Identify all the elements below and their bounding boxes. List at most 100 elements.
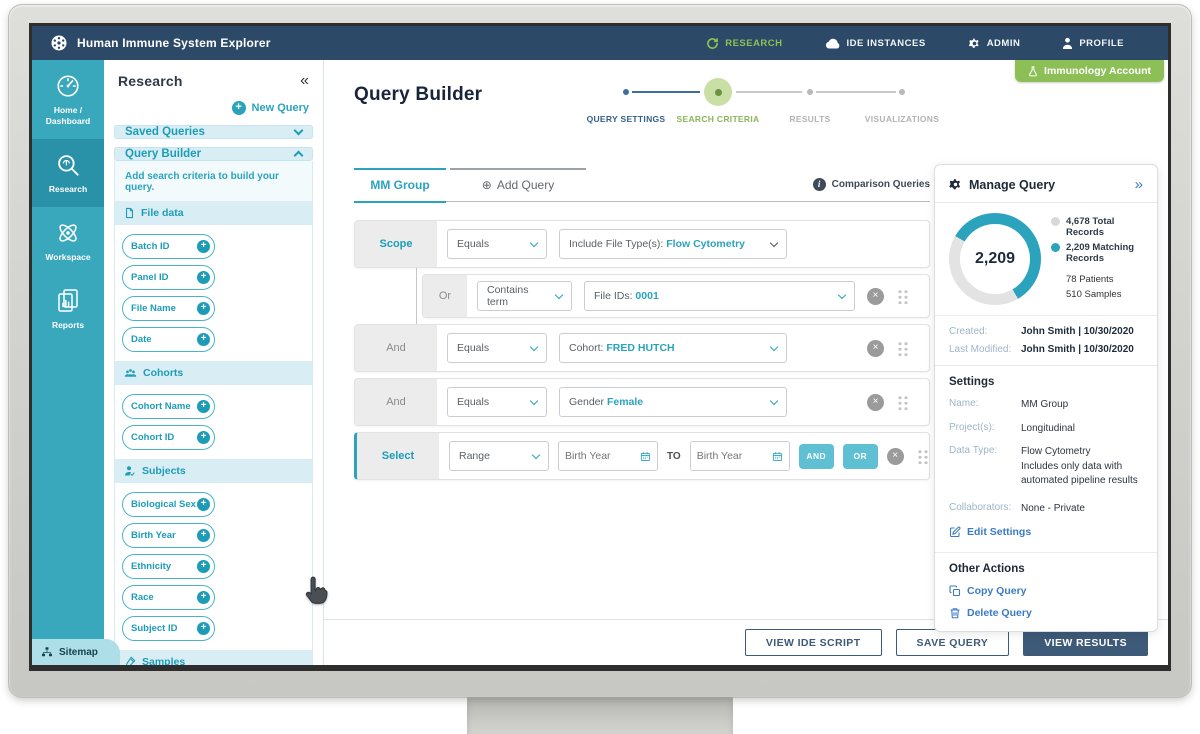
stepper-line [736, 91, 802, 93]
samples-count: 510 Samples [1066, 289, 1122, 300]
step-circle-search-criteria[interactable] [704, 78, 732, 106]
delete-query-link[interactable]: Delete Query [949, 607, 1143, 619]
criteria-row-and-1: And Equals Cohort: FRED HUTCH × [354, 324, 930, 372]
birth-year-from-field[interactable] [558, 441, 658, 471]
nav-ide-instances[interactable]: IDE INSTANCES [825, 38, 926, 49]
section-cohorts[interactable]: Cohorts [115, 361, 312, 385]
plus-circle-icon[interactable]: + [197, 622, 210, 635]
expand-panel-icon[interactable]: » [1134, 176, 1143, 193]
sidebar-item-home-dashboard[interactable]: Home / Dashboard [32, 60, 104, 139]
manage-query-panel: Manage Query » 2,209 4,678 Total Records… [934, 164, 1158, 632]
operator-select[interactable]: Equals [447, 229, 547, 259]
value-select[interactable]: Include File Type(s): Flow Cytometry [559, 229, 787, 259]
refresh-icon [707, 37, 719, 49]
value-select[interactable]: Gender Female [559, 387, 787, 417]
sitemap-button[interactable]: Sitemap [32, 639, 120, 665]
section-subjects[interactable]: Subjects [115, 459, 312, 483]
value-select[interactable]: File IDs: 0001 [584, 281, 855, 311]
plus-circle-icon: + [231, 101, 246, 115]
calendar-icon[interactable] [772, 450, 783, 463]
nav-admin[interactable]: ADMIN [968, 37, 1021, 50]
edit-settings-link[interactable]: Edit Settings [949, 526, 1143, 538]
step-label-query-settings[interactable]: QUERY SETTINGS [586, 114, 666, 124]
drag-handle[interactable] [897, 288, 909, 304]
plus-circle-icon[interactable]: + [197, 400, 210, 413]
plus-circle-icon[interactable]: + [197, 431, 210, 444]
step-label-visualizations[interactable]: VISUALIZATIONS [864, 114, 940, 124]
operator-select[interactable]: Equals [447, 387, 547, 417]
query-area: MM Group ⊕ Add Query i Comparison Querie… [354, 168, 930, 486]
criteria-chip-file-name[interactable]: File Name + [122, 296, 215, 321]
sidebar-item-research[interactable]: Research [32, 139, 104, 208]
section-samples[interactable]: Samples [115, 650, 312, 665]
criteria-chip-biological-sex[interactable]: Biological Sex + [122, 492, 215, 517]
view-results-button[interactable]: VIEW RESULTS [1023, 629, 1148, 656]
query-builder-accordion[interactable]: Query Builder [114, 147, 313, 161]
patients-count: 78 Patients [1066, 273, 1114, 285]
plus-circle-icon[interactable]: + [197, 591, 210, 604]
operator-select[interactable]: Range [449, 441, 549, 471]
cloud-icon [825, 38, 839, 48]
copy-query-link[interactable]: Copy Query [949, 585, 1143, 597]
flask-icon [1029, 65, 1037, 76]
criteria-chip-cohort-name[interactable]: Cohort Name + [122, 394, 215, 419]
chevron-down-icon [554, 290, 564, 299]
step-dot-visualizations[interactable] [899, 89, 905, 95]
drag-handle[interactable] [897, 394, 909, 410]
settings-title: Settings [949, 376, 995, 388]
row-connector-label: And [355, 379, 437, 425]
plus-circle-icon[interactable]: + [197, 529, 210, 542]
section-file-data[interactable]: File data [115, 201, 312, 225]
plus-circle-icon[interactable]: + [197, 498, 210, 511]
collapse-panel-icon[interactable]: « [300, 72, 309, 89]
operator-select[interactable]: Equals [447, 333, 547, 363]
criteria-chip-cohort-id[interactable]: Cohort ID + [122, 425, 215, 450]
plus-circle-icon[interactable]: + [197, 302, 210, 315]
tab-add-query[interactable]: ⊕ Add Query [450, 168, 586, 201]
plus-circle-icon[interactable]: + [197, 333, 210, 346]
step-label-search-criteria[interactable]: SEARCH CRITERIA [676, 114, 760, 124]
save-query-button[interactable]: SAVE QUERY [895, 629, 1010, 656]
step-label-results[interactable]: RESULTS [789, 114, 831, 124]
sidebar-item-reports[interactable]: Reports [32, 275, 104, 343]
comparison-queries-link[interactable]: i Comparison Queries [812, 178, 930, 191]
criteria-chip-subject-id[interactable]: Subject ID + [122, 616, 215, 641]
plus-circle-icon[interactable]: + [197, 271, 210, 284]
chevron-down-icon [529, 238, 539, 247]
remove-row-button[interactable]: × [867, 287, 884, 305]
view-ide-script-button[interactable]: VIEW IDE SCRIPT [744, 629, 882, 656]
criteria-chip-race[interactable]: Race + [122, 585, 215, 610]
step-dot-query-settings[interactable] [623, 89, 629, 95]
criteria-chip-panel-id[interactable]: Panel ID + [122, 265, 215, 290]
remove-row-button[interactable]: × [867, 339, 884, 357]
drag-handle[interactable] [897, 340, 909, 356]
remove-row-button[interactable]: × [886, 447, 904, 465]
modified-value: John Smith | 10/30/2020 [1021, 344, 1134, 355]
nav-research[interactable]: RESEARCH [706, 37, 782, 50]
or-operator-button[interactable]: OR [842, 443, 878, 469]
remove-row-button[interactable]: × [867, 393, 884, 411]
birth-year-from-input[interactable] [565, 450, 637, 462]
birth-year-to-input[interactable] [696, 450, 768, 462]
plus-circle-icon[interactable]: + [197, 240, 210, 253]
operator-select[interactable]: Contains term [477, 281, 572, 311]
and-operator-button[interactable]: AND [798, 443, 834, 469]
criteria-chip-ethnicity[interactable]: Ethnicity + [122, 554, 215, 579]
value-select[interactable]: Cohort: FRED HUTCH [559, 333, 787, 363]
criteria-chip-date[interactable]: Date + [122, 327, 215, 352]
birth-year-to-field[interactable] [689, 441, 790, 471]
drag-handle[interactable] [916, 448, 929, 464]
account-badge[interactable]: Immunology Account [1015, 60, 1164, 82]
helper-text: Add search criteria to build your query. [125, 171, 279, 193]
new-query-button[interactable]: + New Query [104, 93, 323, 125]
sidebar-item-workspace[interactable]: Workspace [32, 207, 104, 275]
saved-queries-accordion[interactable]: Saved Queries [114, 125, 313, 139]
connector-line [416, 268, 417, 330]
tab-mm-group[interactable]: MM Group [354, 168, 446, 203]
criteria-chip-birth-year[interactable]: Birth Year + [122, 523, 215, 548]
criteria-chip-batch-id[interactable]: Batch ID + [122, 234, 215, 259]
plus-circle-icon[interactable]: + [197, 560, 210, 573]
nav-profile[interactable]: PROFILE [1062, 37, 1124, 49]
step-dot-results[interactable] [807, 89, 813, 95]
calendar-icon[interactable] [640, 450, 651, 463]
